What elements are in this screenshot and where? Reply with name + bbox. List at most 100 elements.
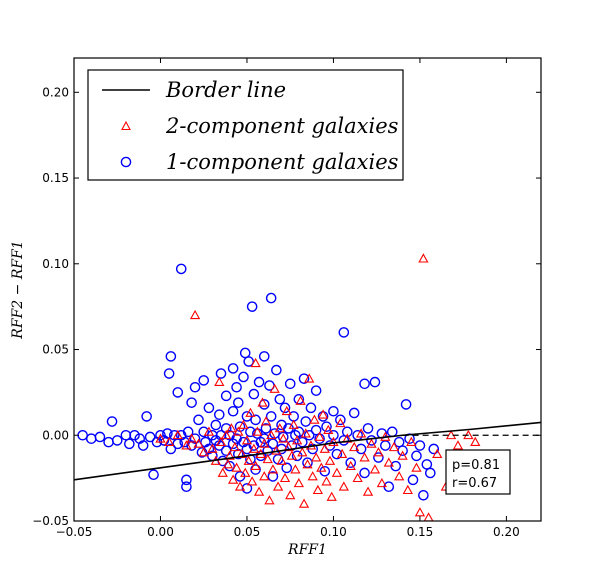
two-component-point: [271, 445, 282, 455]
one-component-point: [181, 474, 192, 486]
one-component-point: [303, 429, 315, 441]
one-component-point: [260, 423, 272, 434]
two-component-point: [376, 477, 388, 488]
one-component-point: [94, 431, 106, 443]
one-component-point: [293, 426, 305, 438]
two-component-point: [189, 309, 201, 320]
one-component-point: [335, 414, 346, 426]
one-component-point: [165, 351, 177, 362]
x-tick-label: −0.05: [56, 525, 93, 539]
one-component-point: [271, 364, 282, 376]
two-component-point: [236, 448, 247, 459]
two-component-point: [288, 419, 299, 429]
two-component-point: [234, 481, 246, 491]
one-component-point: [137, 440, 149, 451]
one-component-point: [310, 385, 322, 396]
one-component-point: [227, 405, 239, 417]
two-component-point: [198, 447, 209, 457]
legend-box: [87, 69, 404, 181]
two-component-point: [215, 436, 227, 447]
one-component-point: [186, 397, 197, 408]
stats-text: p=0.81: [452, 458, 500, 473]
two-component-point: [305, 440, 317, 450]
two-component-point: [257, 397, 268, 407]
two-component-point: [309, 414, 320, 424]
y-tick-label: 0.15: [42, 171, 69, 185]
one-component-point: [267, 471, 279, 482]
one-component-point: [148, 469, 159, 481]
one-component-point: [141, 411, 152, 422]
two-component-point: [274, 423, 285, 433]
one-component-point: [231, 381, 242, 393]
legend-triangle-swatch: [121, 120, 131, 131]
data-marks: [74, 253, 541, 521]
two-component-point: [324, 455, 336, 465]
legend-label: 2-component galaxies: [165, 114, 399, 138]
one-component-point: [373, 452, 384, 463]
one-component-point: [328, 405, 339, 417]
two-component-point: [359, 452, 370, 462]
stats-box-frame: [445, 449, 511, 495]
two-component-point: [245, 407, 256, 417]
two-component-point: [418, 253, 429, 263]
two-component-point: [252, 426, 263, 436]
one-component-point: [281, 462, 293, 474]
two-component-point: [163, 436, 175, 447]
two-component-point: [452, 440, 464, 450]
one-component-point: [305, 402, 317, 414]
one-component-point: [276, 443, 287, 455]
two-component-point: [278, 433, 289, 443]
two-component-point: [388, 441, 400, 452]
one-component-point: [362, 423, 374, 434]
one-component-point: [369, 376, 381, 388]
one-component-point: [345, 457, 357, 468]
two-component-point: [326, 491, 337, 501]
two-component-point: [233, 426, 244, 436]
two-component-point: [155, 433, 166, 443]
two-component-point: [316, 462, 327, 472]
two-component-point: [335, 417, 346, 428]
axis-ticks: −0.05 0.00 0.05 0.10 0.15 0.20 −0.05 0.00 0.05 0.…: [32, 58, 541, 539]
one-component-point: [348, 407, 360, 419]
two-component-point: [207, 443, 218, 453]
one-component-point: [274, 393, 286, 405]
two-component-point: [262, 453, 273, 464]
two-component-point: [307, 471, 318, 481]
two-component-point: [267, 464, 279, 474]
x-tick-label: 0.00: [147, 525, 174, 539]
two-component-point: [402, 484, 413, 495]
one-component-point: [359, 467, 370, 479]
one-component-point: [215, 368, 227, 379]
two-component-point: [295, 395, 306, 405]
two-component-point: [336, 448, 348, 459]
one-component-point: [227, 363, 239, 374]
two-component-point: [291, 435, 303, 445]
one-component-point: [203, 402, 215, 414]
one-component-point: [165, 443, 177, 455]
two-component-point: [203, 426, 215, 436]
one-component-point: [380, 440, 391, 451]
two-component-point: [321, 476, 332, 486]
two-component-point: [302, 459, 313, 469]
one-component-point: [241, 483, 253, 494]
two-component-point: [279, 472, 291, 483]
one-component-point: [338, 327, 350, 338]
stats-box: p=0.81 r=0.67: [445, 449, 511, 495]
legend-label: 1-component galaxies: [166, 150, 399, 174]
two-component-point: [328, 436, 339, 447]
two-component-point: [373, 447, 384, 457]
legend: Border line 2-component galaxies 1-compone…: [87, 69, 404, 181]
two-component-point: [317, 409, 329, 419]
two-component-point: [240, 467, 251, 477]
two-component-point: [298, 498, 310, 508]
one-component-point: [220, 390, 232, 402]
one-component-point: [297, 436, 308, 448]
two-component-point: [345, 460, 356, 471]
two-component-point: [432, 448, 443, 459]
one-component-point: [129, 429, 140, 441]
two-component-point: [214, 376, 225, 387]
two-component-point: [238, 419, 249, 429]
two-component-point: [281, 405, 292, 416]
one-component-point: [253, 376, 265, 388]
two-component-point: [226, 423, 237, 433]
